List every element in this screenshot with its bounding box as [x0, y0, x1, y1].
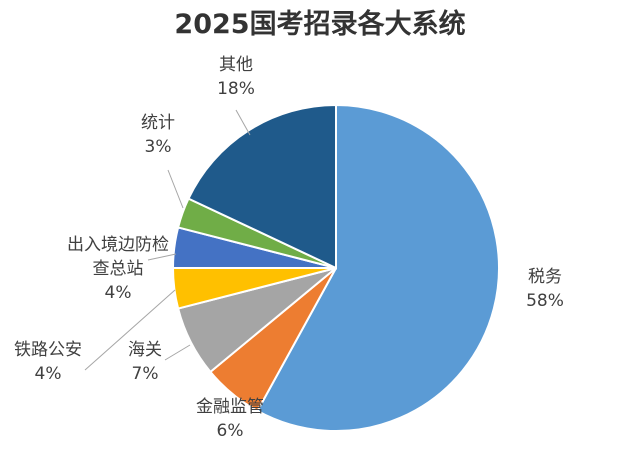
leader-line-6	[235, 109, 251, 136]
slice-name-label: 其他	[219, 55, 253, 75]
pie-slice-0	[256, 103, 500, 432]
slice-name-label: 出入境边防检	[67, 235, 169, 255]
chart-title: 2025国考招录各大系统	[174, 9, 466, 40]
slice-percent-label: 4%	[35, 364, 62, 384]
slice-percent-label: 3%	[145, 137, 172, 157]
slice-label-1: 金融监管 6%	[196, 397, 264, 441]
slice-name-label: 查总站	[93, 259, 144, 279]
slice-percent-label: 6%	[217, 421, 244, 441]
slice-label-3: 铁路公安 4%	[14, 340, 82, 384]
slice-label-5: 统计 3%	[141, 113, 175, 157]
leader-line-3	[84, 289, 176, 371]
slice-label-2: 海关 7%	[128, 340, 162, 384]
leader-line-5	[167, 169, 184, 209]
slice-label-6: 其他 18%	[217, 55, 255, 99]
slice-name-label: 铁路公安	[14, 340, 82, 360]
slice-label-0: 税务 58%	[526, 267, 564, 311]
slice-name-label: 税务	[528, 267, 562, 287]
slice-percent-label: 58%	[526, 291, 564, 311]
leader-line-4	[147, 253, 177, 261]
slice-name-label: 金融监管	[196, 397, 264, 417]
leader-line-2	[164, 344, 191, 361]
slice-percent-label: 4%	[105, 283, 132, 303]
slice-percent-label: 18%	[217, 79, 255, 99]
slice-label-4: 出入境边防检查总站 4%	[67, 235, 169, 303]
slice-name-label: 统计	[141, 113, 175, 133]
slice-percent-label: 7%	[132, 364, 159, 384]
slice-name-label: 海关	[128, 340, 162, 360]
pie-slice-6	[187, 103, 337, 270]
